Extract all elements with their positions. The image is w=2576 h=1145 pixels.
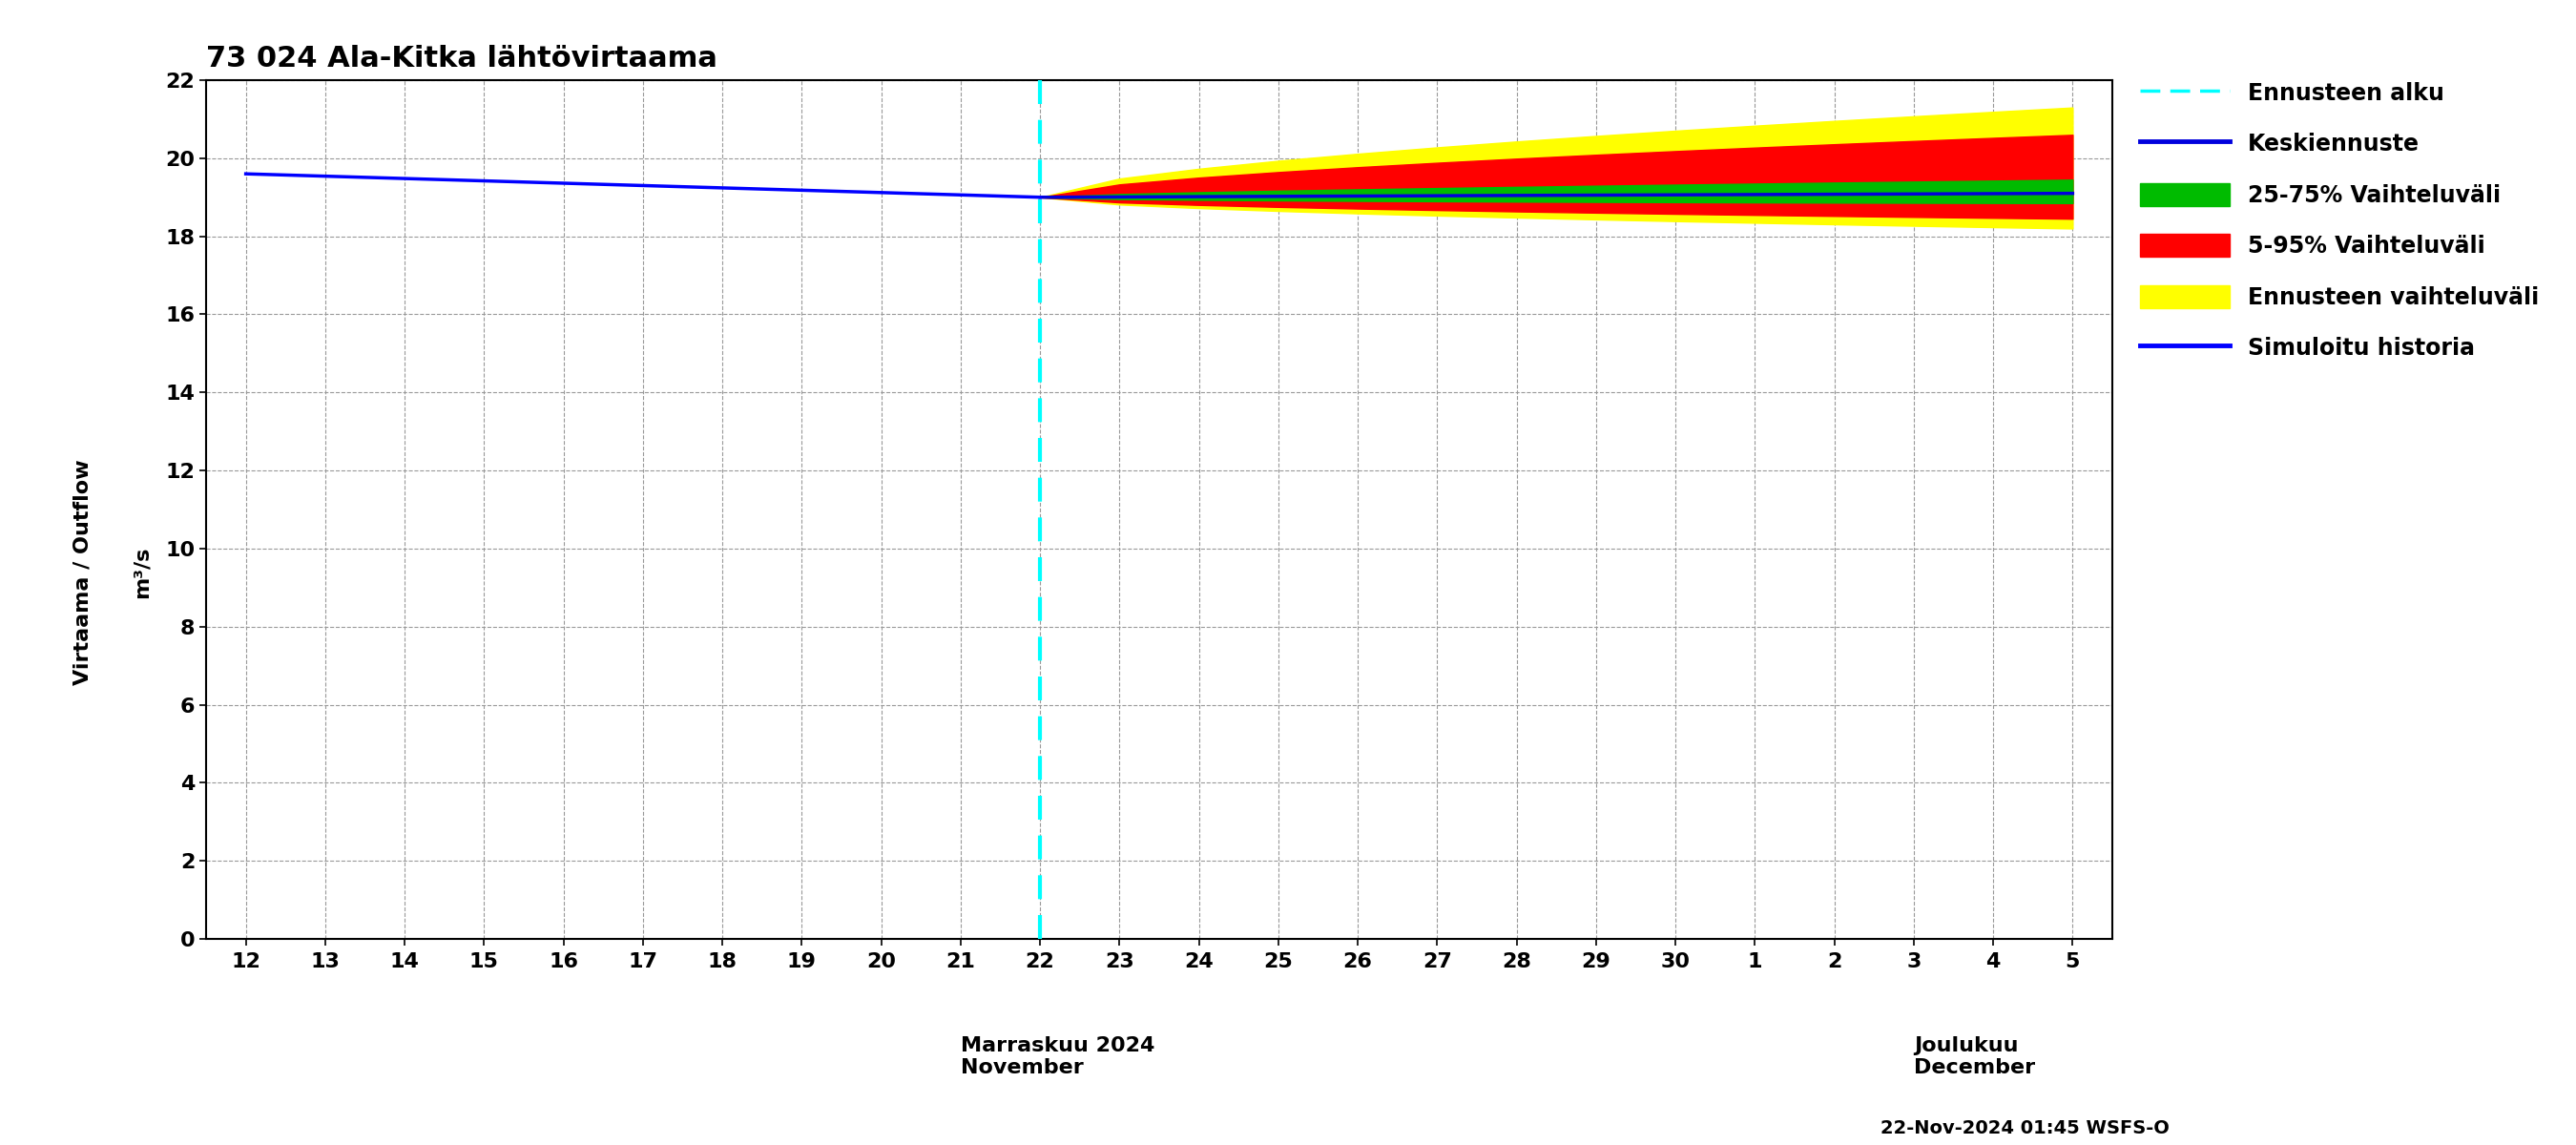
Legend: Ennusteen alku, Keskiennuste, 25-75% Vaihteluväli, 5-95% Vaihteluväli, Ennusteen: Ennusteen alku, Keskiennuste, 25-75% Vai…: [2133, 74, 2545, 366]
Text: Virtaama / Outflow: Virtaama / Outflow: [72, 459, 93, 686]
Text: Joulukuu
December: Joulukuu December: [1914, 1036, 2035, 1077]
Text: m³/s: m³/s: [131, 546, 152, 599]
Text: 22-Nov-2024 01:45 WSFS-O: 22-Nov-2024 01:45 WSFS-O: [1880, 1120, 2169, 1137]
Text: Marraskuu 2024
November: Marraskuu 2024 November: [961, 1036, 1154, 1077]
Text: 73 024 Ala-Kitka lähtövirtaama: 73 024 Ala-Kitka lähtövirtaama: [206, 45, 716, 72]
